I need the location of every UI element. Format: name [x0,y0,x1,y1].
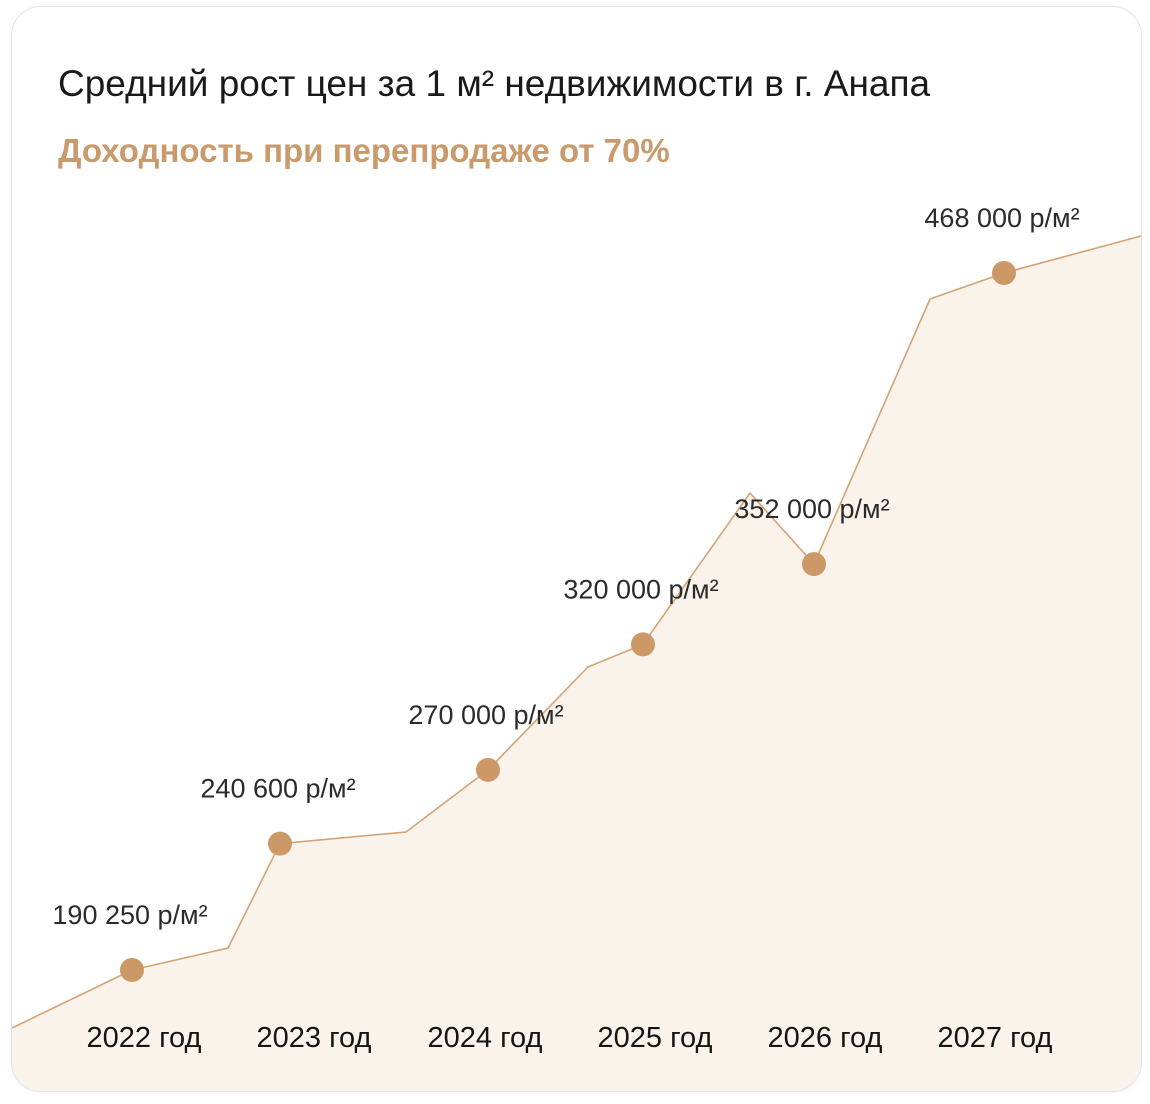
x-tick-label-5: 2026 год [768,1022,883,1054]
data-label-3: 270 000 р/м² [408,700,563,730]
data-label-2: 240 600 р/м² [200,774,355,804]
data-point-2 [268,831,292,856]
data-label-4: 320 000 р/м² [563,574,718,604]
data-point-6 [992,261,1016,285]
x-tick-label-1: 2022 год [87,1022,202,1054]
chart-subtitle: Доходность при перепродаже от 70% [58,132,670,169]
area-fill [12,236,1141,1091]
x-tick-label-3: 2024 год [428,1022,543,1054]
chart-title: Средний рост цен за 1 м² недвижимости в … [58,63,931,104]
x-tick-label-2: 2023 год [257,1022,372,1054]
data-point-4 [631,632,655,657]
data-point-5 [802,552,826,577]
data-label-6: 468 000 р/м² [924,203,1079,233]
x-tick-label-4: 2025 год [598,1022,713,1054]
x-axis-labels: 2022 год 2023 год 2024 год 2025 год 2026 год… [87,1022,1053,1054]
chart-card: 190 250 р/м² 240 600 р/м² 270 000 р/м² 320 … [11,6,1142,1092]
data-point-1 [120,958,144,982]
trend-line [12,235,1141,1029]
data-label-1: 190 250 р/м² [52,900,207,930]
x-tick-label-6: 2027 год [938,1022,1053,1054]
data-point-3 [476,757,500,782]
data-label-5: 352 000 р/м² [734,494,889,524]
data-labels: 190 250 р/м² 240 600 р/м² 270 000 р/м² 320 … [52,203,1079,930]
data-points [120,261,1016,982]
price-growth-chart: 190 250 р/м² 240 600 р/м² 270 000 р/м² 320 … [12,203,1141,1091]
